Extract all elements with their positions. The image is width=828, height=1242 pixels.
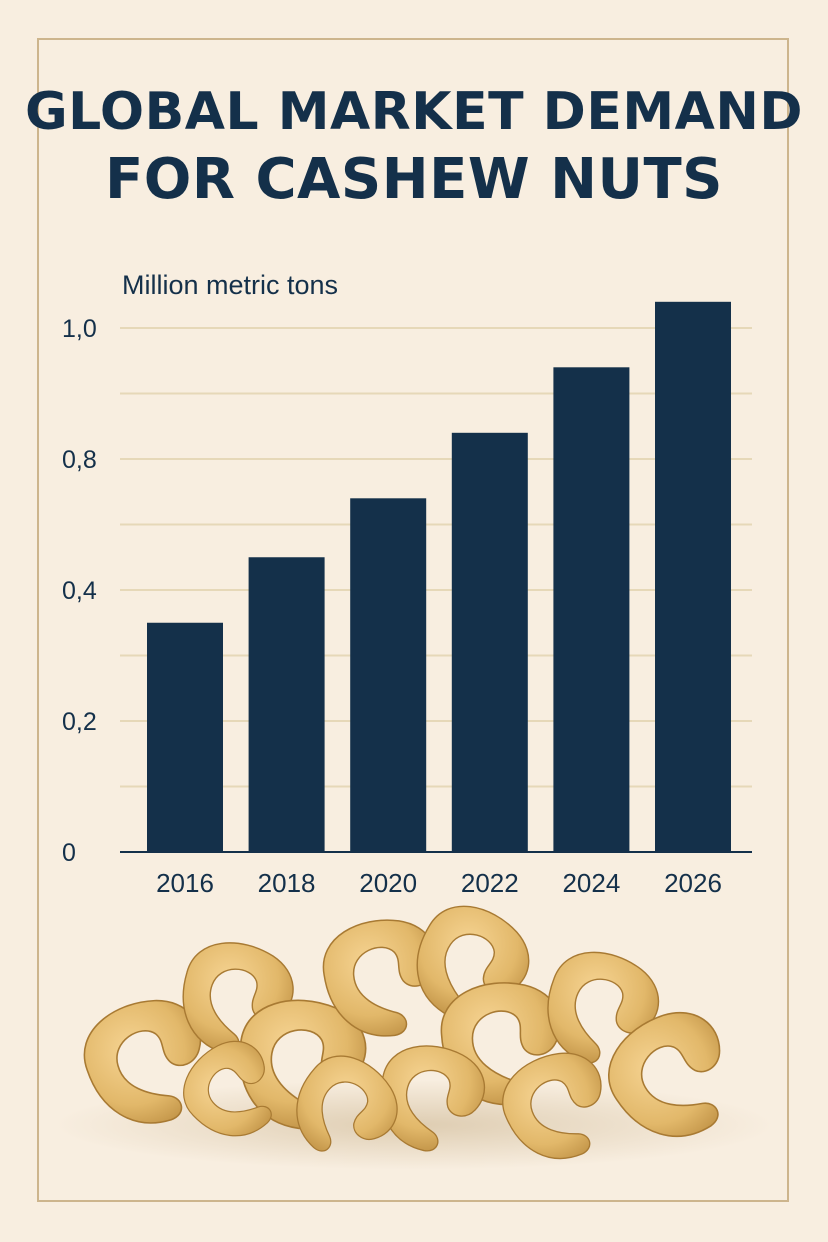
y-tick-label: 0,8 (62, 446, 97, 474)
x-tick-label: 2020 (359, 868, 417, 898)
bar-2026 (655, 301, 731, 852)
grid-lines (120, 327, 752, 788)
cashew-nut-icon (322, 919, 437, 1037)
x-tick-labels: 2016 2018 2020 2022 2024 2026 (156, 868, 722, 898)
bar-2022 (451, 432, 528, 852)
x-tick-label: 2018 (258, 868, 316, 898)
y-tick-label: 0,4 (62, 577, 97, 605)
cashew-nut-icon (608, 1011, 721, 1138)
y-tick-labels: 0 0,2 0,4 0,8 1,0 (62, 315, 97, 867)
cashew-nut-icon (380, 1045, 486, 1152)
poster-frame (37, 38, 789, 1202)
title-line-1: GLOBAL MARKET DEMAND (24, 82, 804, 142)
x-tick-label: 2016 (156, 868, 214, 898)
bar-2020 (350, 498, 427, 852)
y-tick-label: 1,0 (62, 315, 97, 343)
cashew-nut-icon (183, 1040, 272, 1137)
chart-title: GLOBAL MARKET DEMAND FOR CASHEW NUTS (0, 78, 828, 214)
cashew-nut-icon (502, 1052, 602, 1160)
bar-2016 (147, 622, 223, 852)
y-tick-label: 0 (62, 839, 76, 867)
x-tick-label: 2022 (461, 868, 519, 898)
x-tick-label: 2026 (664, 868, 722, 898)
title-line-2: FOR CASHEW NUTS (104, 147, 723, 212)
bar-2024 (553, 367, 630, 852)
y-tick-label: 0,2 (62, 708, 97, 736)
bar-chart: 0 0,2 0,4 0,8 1,0 2016 2018 2020 2022 2024 2026 M… (62, 270, 752, 898)
y-axis-label: Million metric tons (122, 270, 338, 300)
bars (147, 301, 731, 852)
x-tick-label: 2024 (562, 868, 620, 898)
cashew-nut-icon (83, 999, 202, 1124)
bar-2018 (248, 557, 325, 852)
cashew-nut-icon (296, 1055, 398, 1152)
